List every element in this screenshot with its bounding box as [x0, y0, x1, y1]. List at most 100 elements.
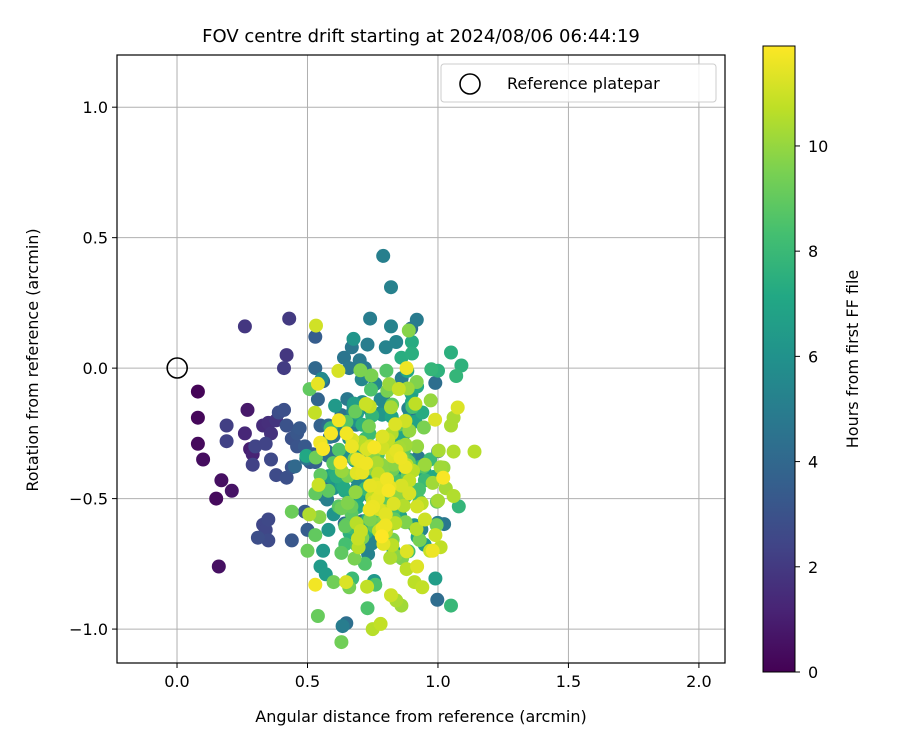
legend-box [440, 63, 717, 103]
scatter-point [346, 331, 361, 346]
scatter-point [196, 452, 211, 467]
scatter-point [367, 440, 382, 455]
y-axis-label: Rotation from reference (arcmin) [23, 228, 42, 491]
scatter-point [292, 421, 307, 436]
scatter-point [279, 470, 294, 485]
scatter-point [449, 369, 464, 383]
scatter-point [264, 452, 278, 467]
scatter-point [431, 493, 445, 508]
scatter-point [362, 502, 377, 517]
scatter-point [351, 531, 365, 546]
scatter-point [360, 601, 375, 616]
scatter-point [430, 592, 445, 607]
colorbar-gradient [762, 45, 796, 673]
scatter-point [279, 348, 294, 363]
scatter-point [389, 335, 404, 349]
scatter-point [331, 442, 346, 457]
scatter-point [381, 483, 396, 498]
colorbar-tick-label: 8 [808, 242, 818, 261]
colorbar-label: Hours from first FF file [843, 270, 862, 449]
scatter-point [376, 248, 391, 263]
scatter-point [417, 512, 432, 527]
scatter-point [380, 472, 394, 487]
scatter-point [363, 512, 378, 527]
y-tick-label: 0.0 [83, 359, 108, 378]
scatter-point [379, 363, 394, 378]
scatter-point [316, 442, 331, 456]
scatter-point [348, 485, 363, 500]
y-axis-ticks: 1.0 0.5 0.0 −0.5 −1.0 [69, 98, 117, 639]
scatter-point [331, 363, 346, 378]
scatter-point [300, 543, 315, 558]
scatter-point [394, 350, 409, 365]
scatter-point [386, 496, 401, 511]
scatter-point [428, 528, 443, 543]
scatter-point [308, 528, 323, 543]
scatter-point [384, 280, 398, 295]
scatter-point [340, 495, 355, 510]
scatter-point [398, 515, 413, 530]
scatter-point [436, 470, 451, 485]
scatter-point [224, 483, 239, 498]
scatter-point [321, 522, 336, 537]
scatter-point [308, 361, 323, 376]
scatter-point [214, 473, 229, 488]
legend-marker-reference [459, 73, 481, 95]
scatter-point [405, 346, 419, 361]
scatter-point [360, 337, 375, 352]
scatter-point [288, 459, 302, 474]
scatter-point [277, 361, 291, 376]
scatter-point [451, 499, 466, 514]
scatter-point [277, 402, 291, 417]
scatter-point [391, 382, 406, 396]
scatter-point [384, 319, 398, 334]
scatter-point [425, 543, 440, 558]
colorbar-tick-label: 0 [808, 663, 818, 682]
y-tick-label: −1.0 [69, 620, 108, 639]
scatter-point [334, 635, 349, 650]
scatter-point [375, 429, 390, 444]
scatter-point [373, 616, 388, 631]
scatter-point [446, 444, 461, 459]
scatter-point [353, 363, 368, 378]
scatter-point [190, 384, 205, 399]
scatter-point [336, 480, 351, 495]
plot-area: 0.0 0.5 1.0 1.5 2.0 1.0 0.5 0.0 −0.5 −1.0 [69, 54, 726, 691]
scatter-point [410, 559, 425, 574]
scatter-point [378, 507, 393, 522]
scatter-point [408, 396, 423, 411]
scatter-point [335, 619, 350, 634]
scatter-point [308, 577, 323, 592]
reference-platepar-marker [166, 357, 188, 379]
scatter-point [302, 507, 317, 522]
colorbar-tick-label: 6 [808, 347, 818, 366]
scatter-point [237, 319, 252, 334]
scatter-point [264, 426, 278, 441]
legend: Reference platepar [440, 63, 717, 103]
scatter-point [310, 609, 325, 623]
scatter-point [282, 311, 297, 326]
scatter-point [284, 504, 299, 519]
y-tick-label: 1.0 [83, 98, 108, 117]
scatter-point [454, 358, 469, 373]
scatter-point [393, 451, 408, 466]
scatter-point [334, 545, 349, 560]
x-tick-label: 0.5 [295, 672, 320, 691]
scatter-point [328, 398, 343, 413]
scatter-point [424, 362, 439, 377]
y-tick-label: 0.5 [83, 229, 108, 248]
scatter-point [324, 426, 338, 441]
scatter-point [316, 543, 331, 558]
scatter-point [374, 529, 389, 544]
x-tick-label: 2.0 [686, 672, 711, 691]
scatter-point [410, 439, 425, 454]
scatter-point [409, 312, 424, 327]
scatter-point [333, 455, 348, 470]
scatter-point [190, 410, 205, 425]
scatter-point [388, 417, 403, 432]
chart-title: FOV centre drift starting at 2024/08/06 … [202, 26, 640, 47]
scatter-point [261, 512, 276, 527]
colorbar-tick-label: 4 [808, 453, 818, 472]
scatter-point [359, 456, 374, 471]
scatter-point [401, 323, 416, 338]
